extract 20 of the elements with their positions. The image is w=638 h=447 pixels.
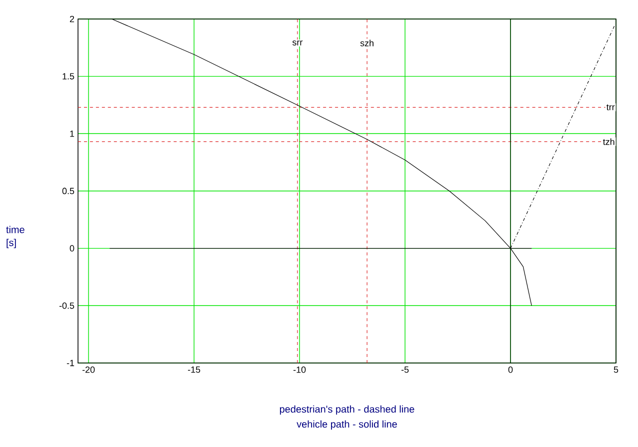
x-tick-label: 5 [614, 366, 618, 373]
ref-line-label: srr [292, 40, 303, 46]
x-tick-label: 0 [508, 366, 513, 373]
x-tick-label: -5 [401, 366, 409, 373]
x-axis-title: pedestrian's path - dashed line [280, 405, 414, 415]
ref-line-label: trr [606, 104, 615, 110]
y-axis-title: time [s] [6, 226, 24, 248]
y-tick-label: -1 [66, 360, 74, 366]
x-tick-label: -10 [293, 366, 306, 373]
y-tick-label: 1 [70, 130, 74, 137]
y-tick-label: 2 [70, 16, 74, 22]
y-tick-label: 0.5 [62, 188, 74, 194]
x-tick-label: -20 [82, 366, 95, 373]
ref-line-label: szh [360, 40, 374, 46]
ref-line-label: tzh [602, 138, 614, 145]
x-tick-label: -15 [188, 366, 200, 373]
y-tick-label: 1.5 [62, 73, 74, 80]
text: vehicle path - solid line [296, 420, 397, 430]
y-tick-label: 0 [70, 245, 74, 252]
y-tick-label: -0.5 [59, 302, 74, 309]
